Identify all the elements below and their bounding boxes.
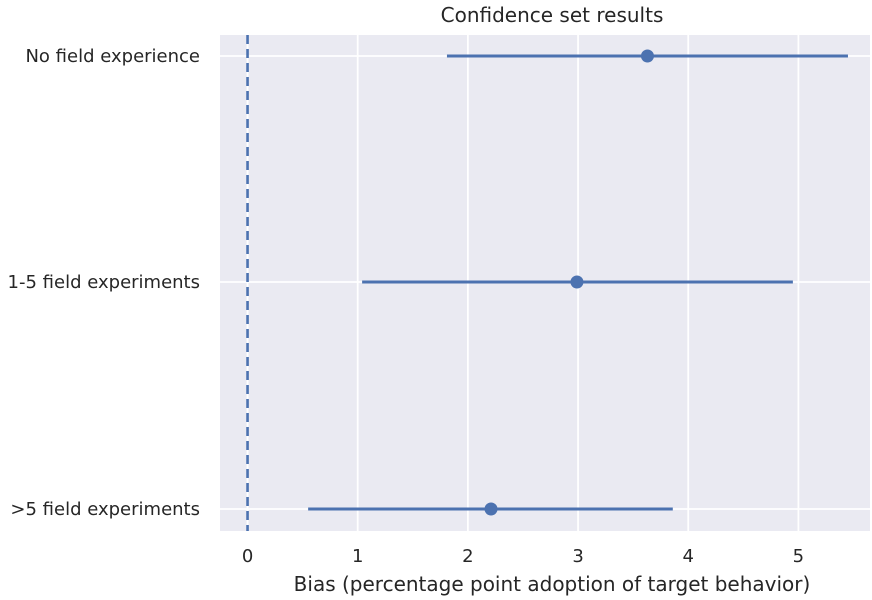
- y-tick-label: 1-5 field experiments: [8, 272, 200, 293]
- estimate-point: [484, 502, 498, 516]
- x-axis-label: Bias (percentage point adoption of targe…: [294, 572, 811, 596]
- x-tick-labels: 0 1 2 3 4 5: [242, 546, 804, 567]
- chart-title: Confidence set results: [441, 3, 664, 27]
- x-tick-label: 2: [462, 546, 473, 567]
- y-tick-label: No field experience: [25, 46, 200, 67]
- x-tick-label: 0: [242, 546, 253, 567]
- estimate-point: [570, 275, 584, 289]
- y-tick-label: >5 field experiments: [10, 499, 200, 520]
- x-tick-label: 3: [572, 546, 583, 567]
- x-tick-label: 1: [352, 546, 363, 567]
- y-tick-labels: No field experience 1-5 field experiments…: [8, 46, 200, 520]
- x-tick-label: 5: [793, 546, 804, 567]
- x-tick-label: 4: [682, 546, 693, 567]
- estimate-points: [484, 49, 654, 516]
- estimate-point: [640, 49, 654, 63]
